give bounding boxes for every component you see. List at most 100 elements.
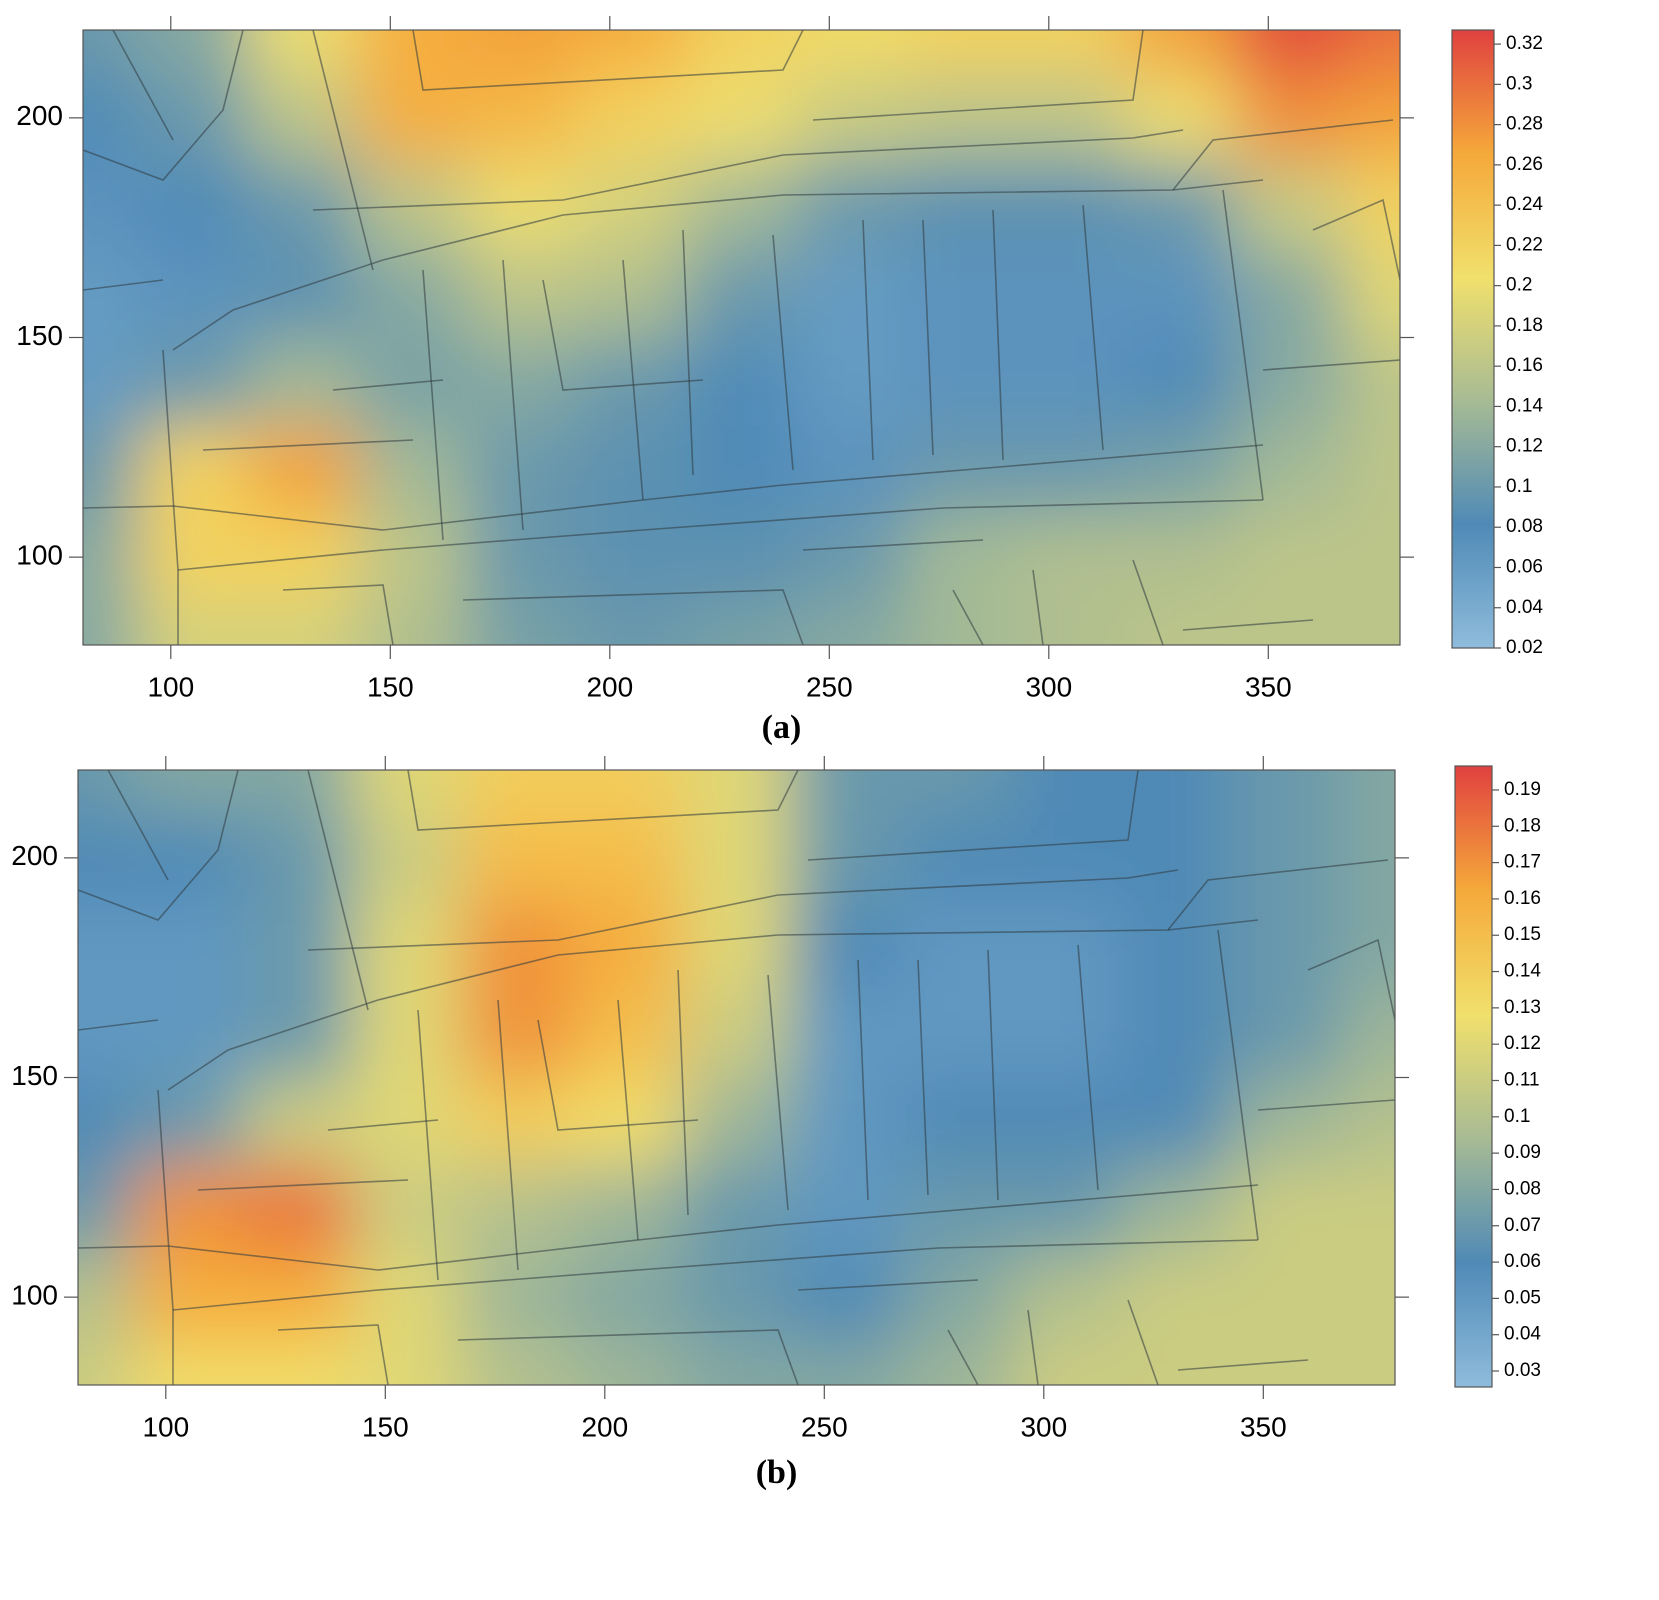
- heat-cell: [1120, 901, 1231, 991]
- heat-cell: [1125, 337, 1236, 426]
- heat-cell: [791, 989, 902, 1078]
- heat-cell: [242, 1077, 353, 1166]
- heat-cell: [78, 1077, 134, 1166]
- heat-cell: [1230, 1165, 1341, 1254]
- heat-cell: [1125, 513, 1236, 602]
- heat-cell: [352, 989, 463, 1078]
- heat-cell: [1015, 30, 1127, 75]
- heat-cell: [1230, 989, 1341, 1078]
- heat-cell: [1345, 30, 1400, 75]
- heat-cell: [901, 989, 1012, 1078]
- x-tick-label: 200: [581, 1411, 628, 1442]
- heat-cell: [906, 249, 1017, 338]
- colorbar-tick-label: 0.08: [1506, 516, 1543, 537]
- x-tick-label: 100: [147, 671, 194, 702]
- heat-cell: [83, 161, 139, 251]
- heat-cell: [901, 813, 1012, 903]
- heat-cell: [78, 1165, 134, 1254]
- colorbar-tick-label: 0.2: [1506, 275, 1532, 296]
- colorbar-tick-label: 0.17: [1504, 852, 1541, 873]
- heat-cell: [681, 1253, 792, 1342]
- heat-cell: [83, 30, 139, 75]
- heat-cell: [137, 601, 249, 645]
- heat-cell: [242, 989, 353, 1078]
- heat-cell: [1340, 1253, 1395, 1342]
- heat-cell: [247, 425, 358, 514]
- heat-cell: [576, 513, 688, 602]
- heat-cell: [1120, 989, 1231, 1078]
- heat-cell: [1120, 1165, 1231, 1254]
- heat-cell: [1015, 249, 1127, 338]
- heat-cell: [83, 513, 139, 602]
- heat-cell: [247, 337, 358, 426]
- heat-cell: [576, 30, 688, 75]
- heat-cell: [1015, 337, 1127, 426]
- heat-cell: [681, 770, 792, 815]
- heat-cell: [357, 249, 468, 338]
- heat-cell: [571, 989, 683, 1078]
- heat-cell: [1125, 425, 1236, 514]
- panel-caption: (a): [762, 709, 802, 746]
- heat-cell: [462, 1077, 573, 1166]
- colorbar-tick-label: 0.11: [1504, 1070, 1540, 1091]
- heat-cell: [791, 901, 902, 991]
- colorbar-tick-label: 0.05: [1504, 1287, 1541, 1308]
- heat-cell: [462, 770, 573, 815]
- heat-cell: [1010, 901, 1122, 991]
- heat-cell: [796, 30, 907, 75]
- heat-cell: [901, 1341, 1012, 1385]
- heat-cell: [352, 1077, 463, 1166]
- heat-cell: [247, 601, 358, 645]
- heat-cell: [1230, 770, 1341, 815]
- heat-cell: [462, 901, 573, 991]
- heat-cell: [352, 1253, 463, 1342]
- heat-cell: [1235, 161, 1346, 251]
- colorbar-tick-label: 0.16: [1506, 355, 1543, 376]
- heat-cell: [78, 901, 134, 991]
- heat-cell: [462, 989, 573, 1078]
- heat-cell: [132, 1165, 244, 1254]
- heat-cell: [1010, 1165, 1122, 1254]
- heat-cell: [796, 601, 907, 645]
- heat-cell: [352, 1341, 463, 1385]
- colorbar-tick-label: 0.32: [1506, 33, 1543, 54]
- heat-cell: [1015, 161, 1127, 251]
- colorbar-tick-label: 0.22: [1506, 234, 1543, 255]
- heat-cell: [83, 337, 139, 426]
- x-tick-label: 150: [367, 671, 414, 702]
- heat-cell: [1120, 1253, 1231, 1342]
- heatmap: [83, 30, 1400, 645]
- heat-cell: [1340, 770, 1395, 815]
- heat-cell: [1235, 73, 1346, 163]
- colorbar-tick-label: 0.26: [1506, 154, 1543, 175]
- heat-cell: [1015, 73, 1127, 163]
- heat-cells: [78, 770, 1395, 1385]
- heat-cell: [791, 1341, 902, 1385]
- heat-cell: [352, 770, 463, 815]
- heat-cell: [576, 425, 688, 514]
- heat-cell: [681, 1165, 792, 1254]
- heat-cell: [467, 249, 578, 338]
- heat-cell: [681, 1077, 792, 1166]
- colorbar-tick-label: 0.19: [1504, 779, 1541, 800]
- heat-cell: [1235, 601, 1346, 645]
- heat-cell: [1010, 1253, 1122, 1342]
- heat-cell: [132, 770, 244, 815]
- heat-cell: [1015, 513, 1127, 602]
- heat-cell: [467, 73, 578, 163]
- heat-cell: [467, 601, 578, 645]
- heat-cell: [791, 770, 902, 815]
- heat-cell: [1340, 813, 1395, 903]
- heat-cell: [796, 337, 907, 426]
- heat-cell: [462, 1165, 573, 1254]
- heat-cell: [1125, 161, 1236, 251]
- heat-cell: [467, 30, 578, 75]
- colorbar-tick-label: 0.04: [1504, 1324, 1541, 1345]
- heat-cell: [1345, 337, 1400, 426]
- heat-cell: [681, 813, 792, 903]
- heat-cell: [242, 901, 353, 991]
- heat-cell: [357, 30, 468, 75]
- heat-cell: [791, 1077, 902, 1166]
- colorbar-tick-label: 0.14: [1506, 395, 1543, 416]
